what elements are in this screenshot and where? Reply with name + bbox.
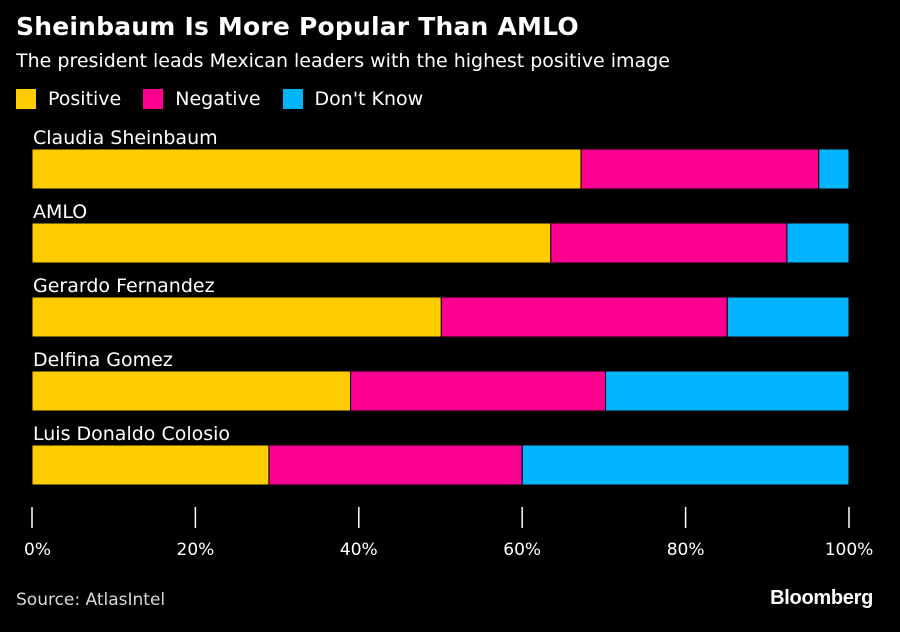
bar-claudia-sheinbaum-negative [580,148,820,190]
legend-item-positive: Positive [16,88,121,110]
bar-amlo-positive [31,222,552,264]
x-tick-label-60: 60% [503,540,541,560]
category-label-gerardo-fernandez: Gerardo Fernandez [33,275,215,297]
bar-luis-donaldo-colosio-positive [31,444,270,486]
bar-luis-donaldo-colosio-don-t-know [521,444,850,486]
bar-claudia-sheinbaum-positive [31,148,582,190]
x-tick-label-40: 40% [340,540,378,560]
legend-label-negative: Negative [175,88,261,110]
bar-luis-donaldo-colosio-negative [268,444,523,486]
legend-label-dont-know: Don't Know [314,88,424,110]
legend: Positive Negative Don't Know [16,86,445,112]
bar-claudia-sheinbaum-don-t-know [818,148,850,190]
legend-swatch-dont-know [282,89,303,109]
x-tick-label-0: 0% [24,540,51,560]
legend-item-dont-know: Don't Know [282,88,424,110]
x-tick-label-80: 80% [667,540,705,560]
bloomberg-logo: Bloomberg [770,587,873,609]
x-tick-label-100: 100% [825,540,874,560]
bar-gerardo-fernandez-negative [440,296,728,338]
bar-amlo-negative [550,222,788,264]
x-tick-label-20: 20% [177,540,215,560]
legend-label-positive: Positive [48,88,122,110]
bar-delfina-gomez-negative [350,370,607,412]
bar-delfina-gomez-positive [31,370,352,412]
chart-title: Sheinbaum Is More Popular Than AMLO [16,12,579,41]
legend-swatch-positive [16,89,36,109]
category-label-claudia-sheinbaum: Claudia Sheinbaum [33,127,218,149]
legend-item-negative: Negative [143,88,261,110]
category-label-amlo: AMLO [33,201,87,223]
legend-swatch-negative [143,89,164,109]
category-label-luis-donaldo-colosio: Luis Donaldo Colosio [33,423,230,445]
bar-amlo-don-t-know [786,222,850,264]
bar-delfina-gomez-don-t-know [605,370,850,412]
category-label-delfina-gomez: Delfina Gomez [33,349,173,371]
source-note: Source: AtlasIntel [16,590,166,610]
bar-gerardo-fernandez-positive [31,296,442,338]
chart-subtitle: The president leads Mexican leaders with… [16,50,670,72]
bar-gerardo-fernandez-don-t-know [726,296,850,338]
